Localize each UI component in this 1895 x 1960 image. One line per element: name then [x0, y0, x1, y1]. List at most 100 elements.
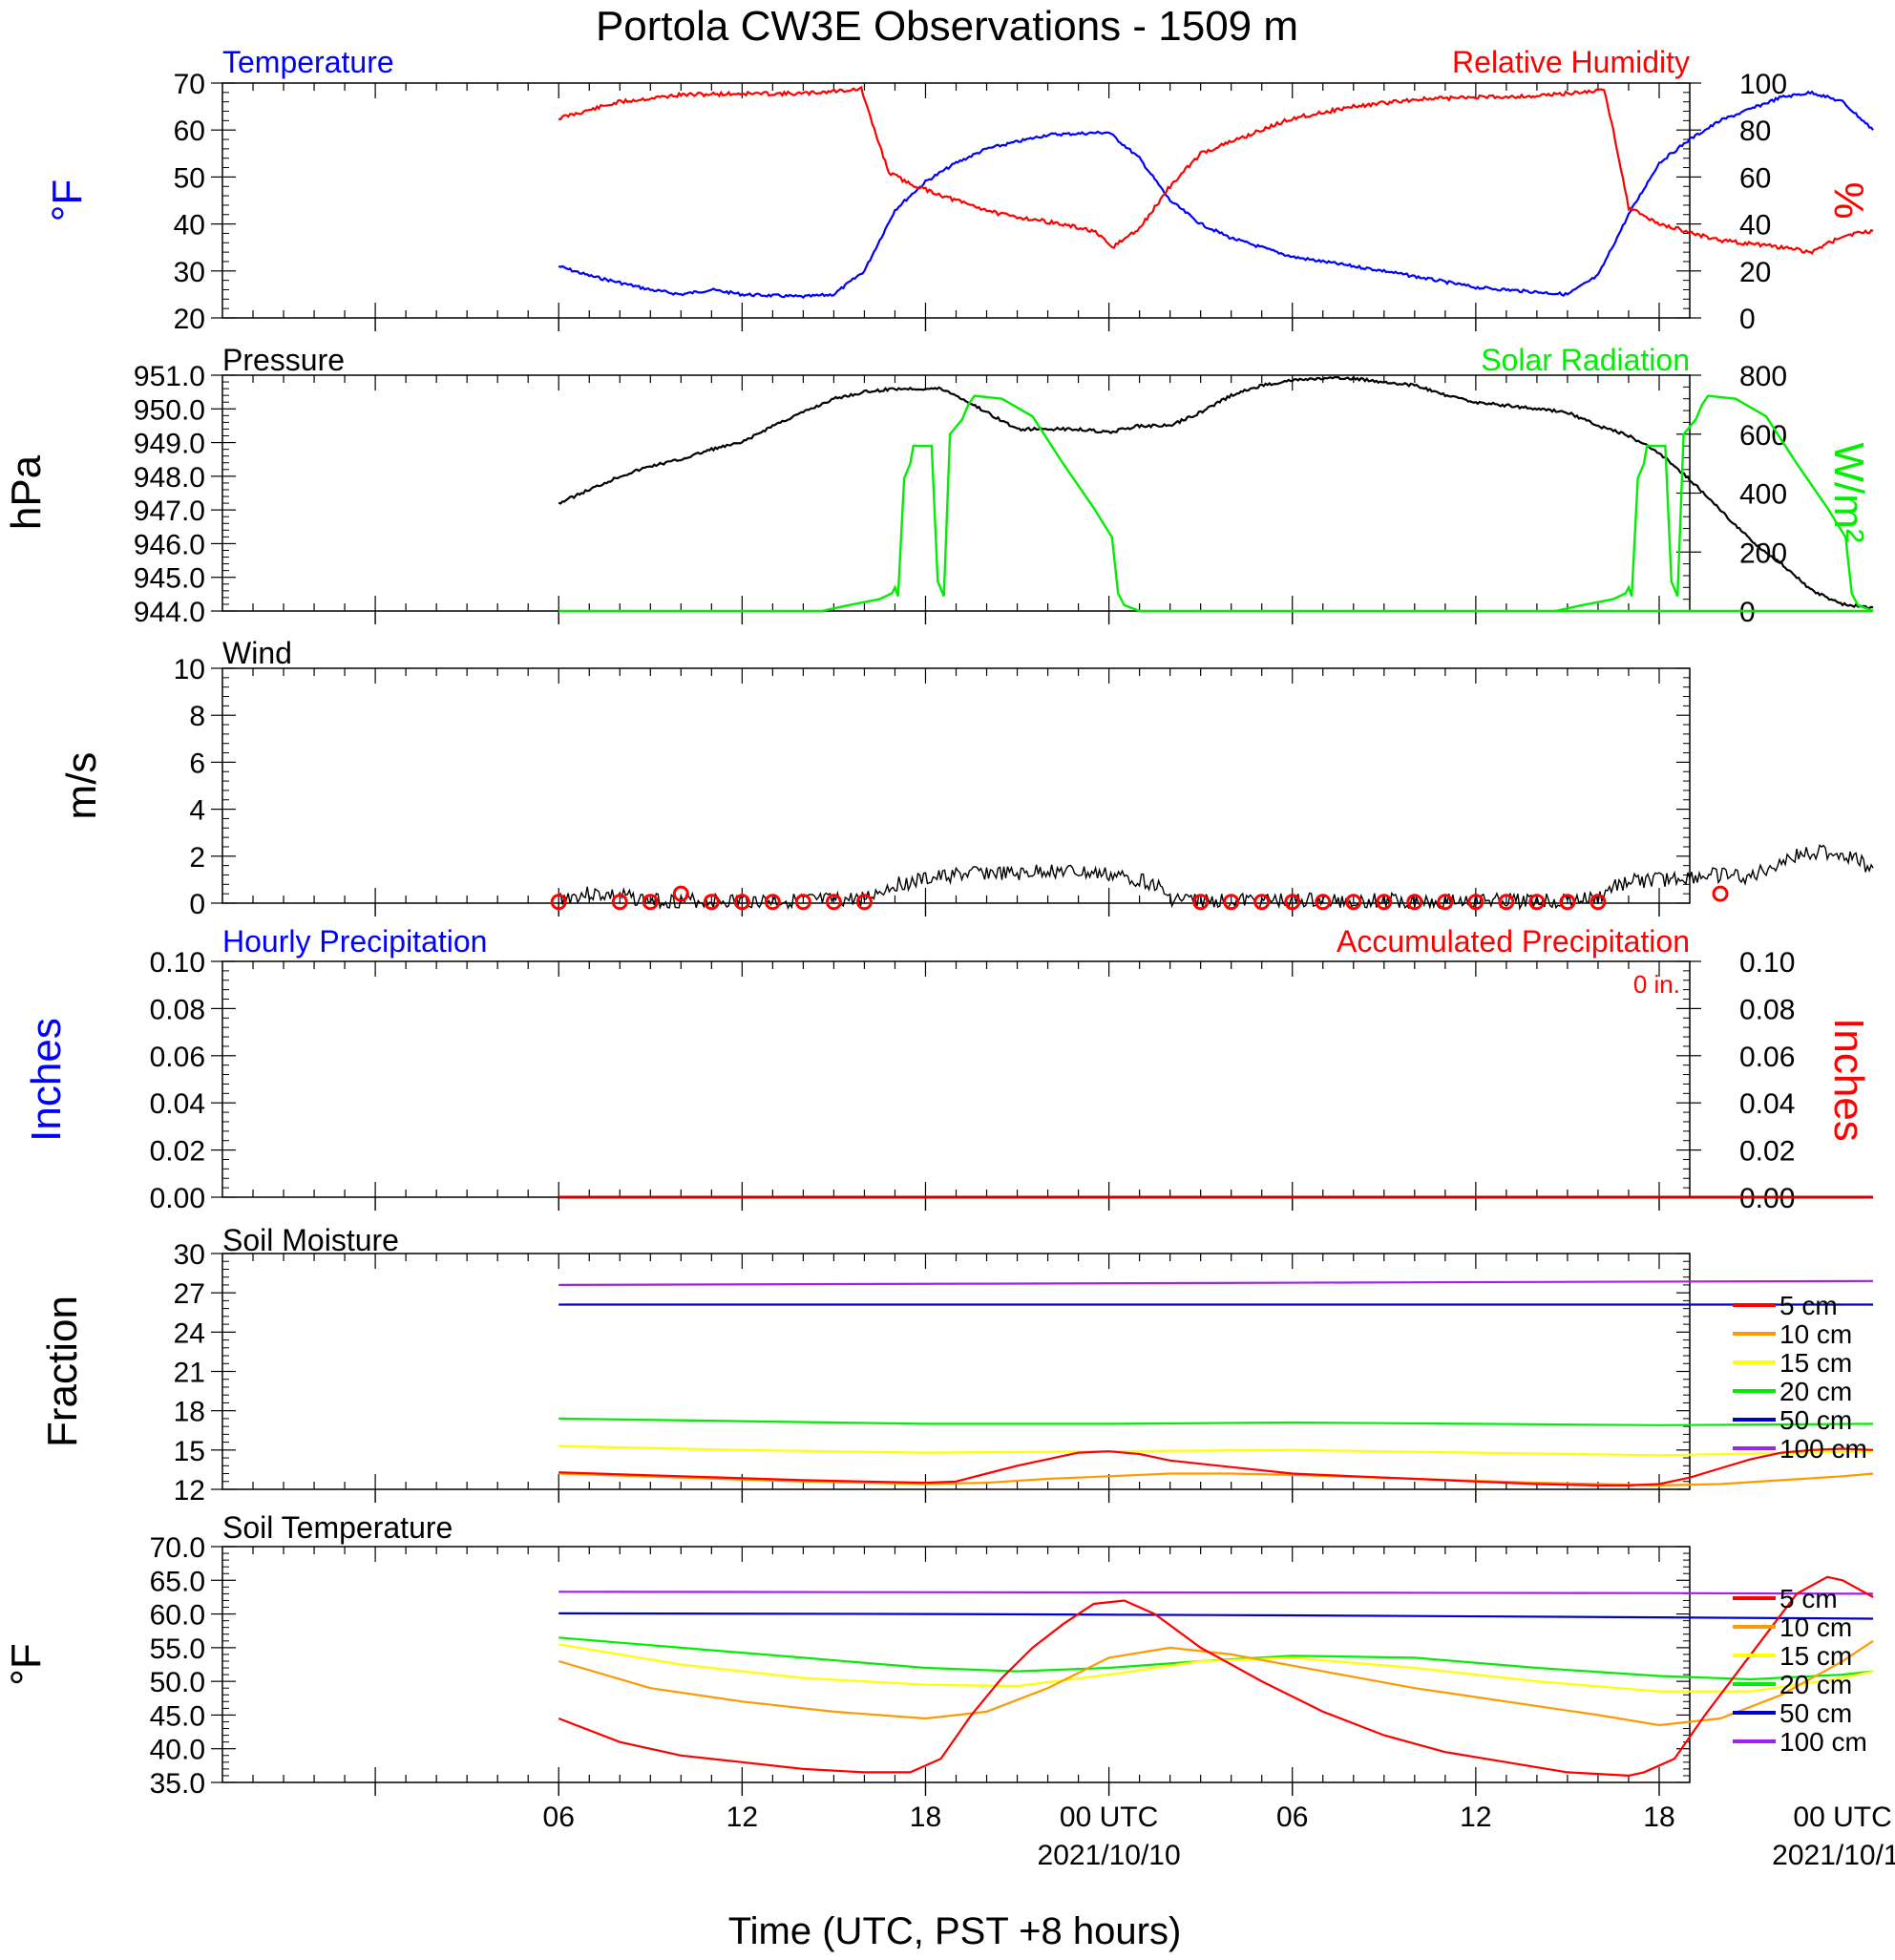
legend-label: 10 cm: [1779, 1319, 1852, 1349]
y-tick-label-right: 100: [1739, 69, 1787, 100]
panel-title-left: Temperature: [222, 45, 394, 79]
y-tick-label-left: 30: [174, 1239, 205, 1271]
accumulated-total: 0 in.: [1633, 970, 1680, 999]
x-axis-label: Time (UTC, PST +8 hours): [728, 1910, 1182, 1952]
y-tick-label-right: 0.10: [1739, 947, 1795, 979]
y-tick-label-left: 947.0: [134, 495, 205, 527]
series-line-humidity: [558, 85, 1874, 256]
y-tick-label-left: 70: [174, 69, 205, 100]
calm-circle: [1376, 894, 1393, 911]
y-tick-label-left: 951.0: [134, 361, 205, 392]
panel-1: 944.0945.0946.0947.0948.0949.0950.0951.0…: [3, 343, 1874, 628]
x-tick-label: 00 UTC: [1793, 1802, 1891, 1833]
calm-circle: [611, 894, 628, 911]
panel-title-left: Pressure: [222, 343, 345, 377]
calm-circle: [1437, 894, 1454, 911]
y-tick-label-left: 0.00: [150, 1183, 205, 1214]
series-line-10cm: [558, 1639, 1874, 1727]
panel-2: 0 2 4 6 8 10 Wind m/s: [58, 636, 1874, 920]
y-tick-label-right: 0.08: [1739, 994, 1795, 1025]
y-tick-label-left: 0.10: [150, 947, 205, 979]
calm-circle: [825, 894, 842, 911]
y-tick-label-left: 0.06: [150, 1042, 205, 1073]
y-tick-label-left: 948.0: [134, 462, 205, 494]
y-tick-label-left: 40: [174, 210, 205, 242]
y-axis-label-left: m/s: [58, 752, 105, 820]
y-tick-label-right: 40: [1739, 210, 1771, 242]
series-line-solar-day1: [558, 394, 1874, 613]
y-tick-label-left: 6: [189, 748, 205, 779]
legend-label: 100 cm: [1779, 1434, 1867, 1464]
y-tick-label-right: 0.06: [1739, 1042, 1795, 1073]
series-line-100cm: [558, 1279, 1874, 1286]
x-tick-label: 06: [543, 1802, 575, 1833]
calm-circle: [642, 894, 659, 911]
y-tick-label-right: 200: [1739, 537, 1787, 569]
y-axis-label-right: Inches: [1825, 1018, 1872, 1142]
y-tick-label-right: 0: [1739, 597, 1756, 628]
panel-frame: [221, 1253, 1691, 1490]
x-tick-label: 00 UTC: [1060, 1802, 1158, 1833]
legend-label: 50 cm: [1779, 1698, 1852, 1728]
panel-frame: [221, 960, 1691, 1198]
legend-label: 5 cm: [1779, 1584, 1838, 1613]
series-line-15cm: [558, 1444, 1874, 1457]
y-tick-label-left: 40.0: [150, 1735, 205, 1766]
calm-circle: [1406, 894, 1423, 911]
y-tick-label-left: 45.0: [150, 1700, 205, 1732]
series-line-100cm: [558, 1591, 1874, 1595]
calm-circle: [1559, 894, 1576, 911]
legend-label: 5 cm: [1779, 1291, 1838, 1320]
x-tick-label: 18: [1643, 1802, 1674, 1833]
y-tick-label-right: 0: [1739, 304, 1756, 335]
y-tick-label-right: 0.02: [1739, 1136, 1795, 1168]
y-tick-label-left: 4: [189, 795, 205, 827]
x-tick-label: 18: [910, 1802, 941, 1833]
y-tick-label-left: 0: [189, 889, 205, 920]
y-axis-label-left: Inches: [23, 1018, 70, 1142]
panel-title-left: Soil Moisture: [222, 1223, 399, 1257]
x-tick-label: 12: [726, 1802, 758, 1833]
chart-title: Portola CW3E Observations - 1509 m: [596, 3, 1298, 50]
x-axis: 06 12 18 00 UTC 2021/10/10 06 12 18 00 UTC 2021/1…: [543, 1802, 1895, 1871]
y-tick-label-right: 80: [1739, 116, 1771, 147]
y-tick-label-left: 65.0: [150, 1566, 205, 1597]
series-line-pressure: [558, 375, 1874, 610]
y-axis-label-left: °F: [44, 179, 91, 221]
legend-label: 50 cm: [1779, 1405, 1852, 1435]
y-tick-label-left: 10: [174, 654, 205, 685]
panel-title-right: Accumulated Precipitation: [1337, 924, 1690, 959]
y-tick-label-left: 60: [174, 116, 205, 147]
y-tick-label-left: 0.08: [150, 994, 205, 1025]
calm-circle: [1192, 894, 1210, 911]
panel-title-left: Soil Temperature: [222, 1510, 453, 1545]
series-line-solar-day2: [1554, 394, 1874, 613]
series-line-5cm: [558, 1447, 1874, 1486]
panel-3: 0.000.020.040.060.080.100.000.020.040.06…: [23, 924, 1874, 1214]
y-tick-label-right: 600: [1739, 420, 1787, 452]
y-tick-label-right: 0.04: [1739, 1088, 1795, 1120]
panel-0: 20 30 40 50 60 70 0 20 40 60 80 100 Temperature Relat…: [44, 45, 1874, 335]
y-tick-label-left: 0.04: [150, 1088, 205, 1120]
y-tick-label-left: 24: [174, 1317, 205, 1349]
calm-circle: [1528, 894, 1546, 911]
calm-circle: [672, 885, 689, 902]
panel-title-left: Wind: [222, 636, 292, 670]
panel-title-right: Solar Radiation: [1481, 343, 1690, 377]
calm-circle: [1315, 894, 1332, 911]
calm-circle: [1467, 894, 1484, 911]
y-tick-label-left: 70.0: [150, 1532, 205, 1564]
y-tick-label-left: 35.0: [150, 1768, 205, 1800]
x-date-label: 2021/10/11: [1772, 1840, 1895, 1871]
legend-label: 20 cm: [1779, 1670, 1852, 1699]
calm-circle: [1284, 894, 1301, 911]
y-tick-label-left: 50: [174, 162, 205, 194]
legend-label: 100 cm: [1779, 1727, 1867, 1757]
legend-label: 15 cm: [1779, 1641, 1852, 1671]
x-tick-label: 06: [1276, 1802, 1308, 1833]
calm-circle: [703, 894, 720, 911]
y-tick-label-right: 800: [1739, 361, 1787, 392]
y-tick-label-left: 50.0: [150, 1667, 205, 1698]
